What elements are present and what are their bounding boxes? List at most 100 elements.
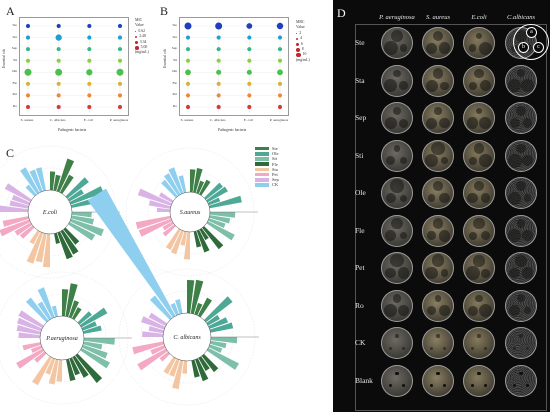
circular-bar	[50, 171, 56, 191]
mic-bubble: Ste / P. aeruginosa: 0.62	[117, 23, 123, 29]
mbc-bubble: Sti / P. aeruginosa: 2	[277, 58, 283, 63]
inhibition-zone	[384, 304, 398, 318]
mbc-legend-unit: (mg/mL)	[296, 57, 310, 62]
circular-bar	[11, 194, 31, 206]
inhibition-zone	[521, 267, 534, 279]
inhibition-zone	[385, 155, 396, 166]
mbc-row-label: Sti	[173, 57, 177, 62]
agar-plate	[422, 177, 454, 209]
circular-bar	[210, 340, 227, 349]
inhibition-zone	[438, 42, 451, 54]
circular-bar	[83, 338, 115, 345]
circular-bar	[206, 186, 228, 203]
circular-bar	[60, 174, 74, 194]
mic-bubble: Ole / S. aureus: 3.34	[24, 68, 32, 76]
inhibition-zone	[521, 154, 534, 167]
mic-bubble: Pet / S. aureus: 0.62	[25, 93, 31, 98]
circular-bar	[81, 321, 97, 331]
circular-bar	[158, 192, 174, 203]
circular-bar	[69, 357, 80, 376]
mbc-bubble: Sta / S. aureus: 2	[185, 35, 191, 40]
mbc-xlabel: Pathogenic bacteria	[218, 128, 247, 132]
inhibition-zone	[384, 117, 397, 130]
agar-plate	[505, 214, 537, 247]
inhibition-zone	[508, 79, 521, 92]
inhibition-zone	[475, 32, 483, 40]
inhibition-zone	[383, 41, 398, 56]
circular-bar	[202, 226, 224, 250]
circular-bar	[22, 342, 42, 351]
inhibition-zone	[432, 68, 444, 79]
inhibition-zone	[399, 81, 408, 90]
circular-bar	[81, 344, 108, 359]
plate-column-header: C.albicans	[507, 14, 535, 21]
panel-a-letter: A	[6, 4, 15, 18]
inhibition-zone	[513, 384, 517, 388]
inhibition-zone	[389, 384, 393, 388]
mic-bubble: Fle / C. albicans: 0.62	[56, 81, 61, 86]
mic-plot-area: Ste / S. aureus: 0.62 Ste / C. albicans: …	[19, 17, 129, 116]
mbc-bubble: Ole / P. aeruginosa: 6	[277, 69, 283, 76]
inhibition-zone	[425, 79, 438, 92]
inhibition-zone	[508, 229, 521, 242]
inhibition-zone	[480, 230, 491, 241]
inhibition-zone	[434, 295, 442, 302]
plate-row-label: Sta	[355, 75, 365, 85]
agar-plate	[505, 139, 537, 172]
mic-bubble: Sta / C. albicans: 2.48	[55, 34, 62, 41]
inhibition-zone	[465, 266, 480, 281]
circular-bar	[178, 175, 187, 193]
circular-bar	[169, 358, 180, 377]
mbc-bubble: Sep / C. albicans: 2	[216, 47, 221, 52]
circular-legend-swatch	[255, 167, 269, 172]
inhibition-zone	[440, 81, 449, 90]
inhibition-zone	[399, 232, 407, 240]
circular-bar	[29, 169, 43, 193]
mbc-legend: MBC Value 2 4 6 8 10 (mg/mL)	[296, 20, 310, 63]
circular-bar	[196, 229, 210, 253]
agar-plate	[381, 102, 413, 134]
agar-plate	[505, 364, 537, 397]
circular-bar	[62, 289, 69, 317]
circular-bar	[210, 337, 238, 344]
circular-bar	[18, 332, 41, 338]
mic-bubble: Sep / S. aureus: 0.62	[25, 47, 31, 52]
circular-bar	[209, 212, 236, 218]
inhibition-zone	[478, 41, 492, 55]
mbc-bubble: Ste / E. coli: 6	[246, 23, 253, 29]
mic-bubble: Ole / C. albicans: 3.34	[55, 68, 63, 76]
plate-row-label: Blank	[355, 375, 373, 385]
circular-bar	[2, 216, 30, 227]
inhibition-zone	[524, 307, 531, 314]
circular-bar	[209, 322, 234, 333]
inhibition-zone	[519, 334, 523, 338]
mbc-legend-dot	[296, 42, 299, 46]
mic-xlabel: Pathogenic bacteria	[58, 128, 87, 132]
circular-bar	[138, 218, 173, 237]
circular-bar	[56, 359, 62, 382]
inhibition-zone	[442, 384, 446, 388]
inhibition-zone	[401, 384, 405, 388]
mic-column-label: E. coli	[83, 118, 93, 122]
circular-legend-item: Ste	[255, 146, 279, 151]
mic-legend-item: 5.00	[135, 45, 149, 50]
inhibition-zone	[467, 305, 478, 316]
inhibition-zone	[471, 346, 475, 350]
inhibition-zone	[515, 255, 527, 267]
circular-bar	[37, 301, 52, 321]
inhibition-zone	[525, 384, 529, 388]
circular-bar	[180, 231, 187, 246]
mbc-bubble: Sta / P. aeruginosa: 2	[277, 35, 283, 40]
agar-plate	[422, 214, 454, 247]
mic-legend-item: 2.48	[135, 34, 149, 39]
agar-plate	[422, 289, 454, 322]
circular-chart-title: E.coli	[42, 210, 57, 216]
mbc-bubble: Ro / P. aeruginosa: 2	[277, 104, 283, 110]
inhibition-zone	[520, 78, 535, 93]
circular-bar	[197, 297, 212, 318]
circular-legend-label: Sta	[272, 166, 278, 172]
inhibition-zone	[430, 384, 434, 388]
circular-bar	[71, 215, 94, 225]
circular-bar	[82, 325, 102, 334]
mic-legend-label: 5.00	[140, 45, 148, 50]
